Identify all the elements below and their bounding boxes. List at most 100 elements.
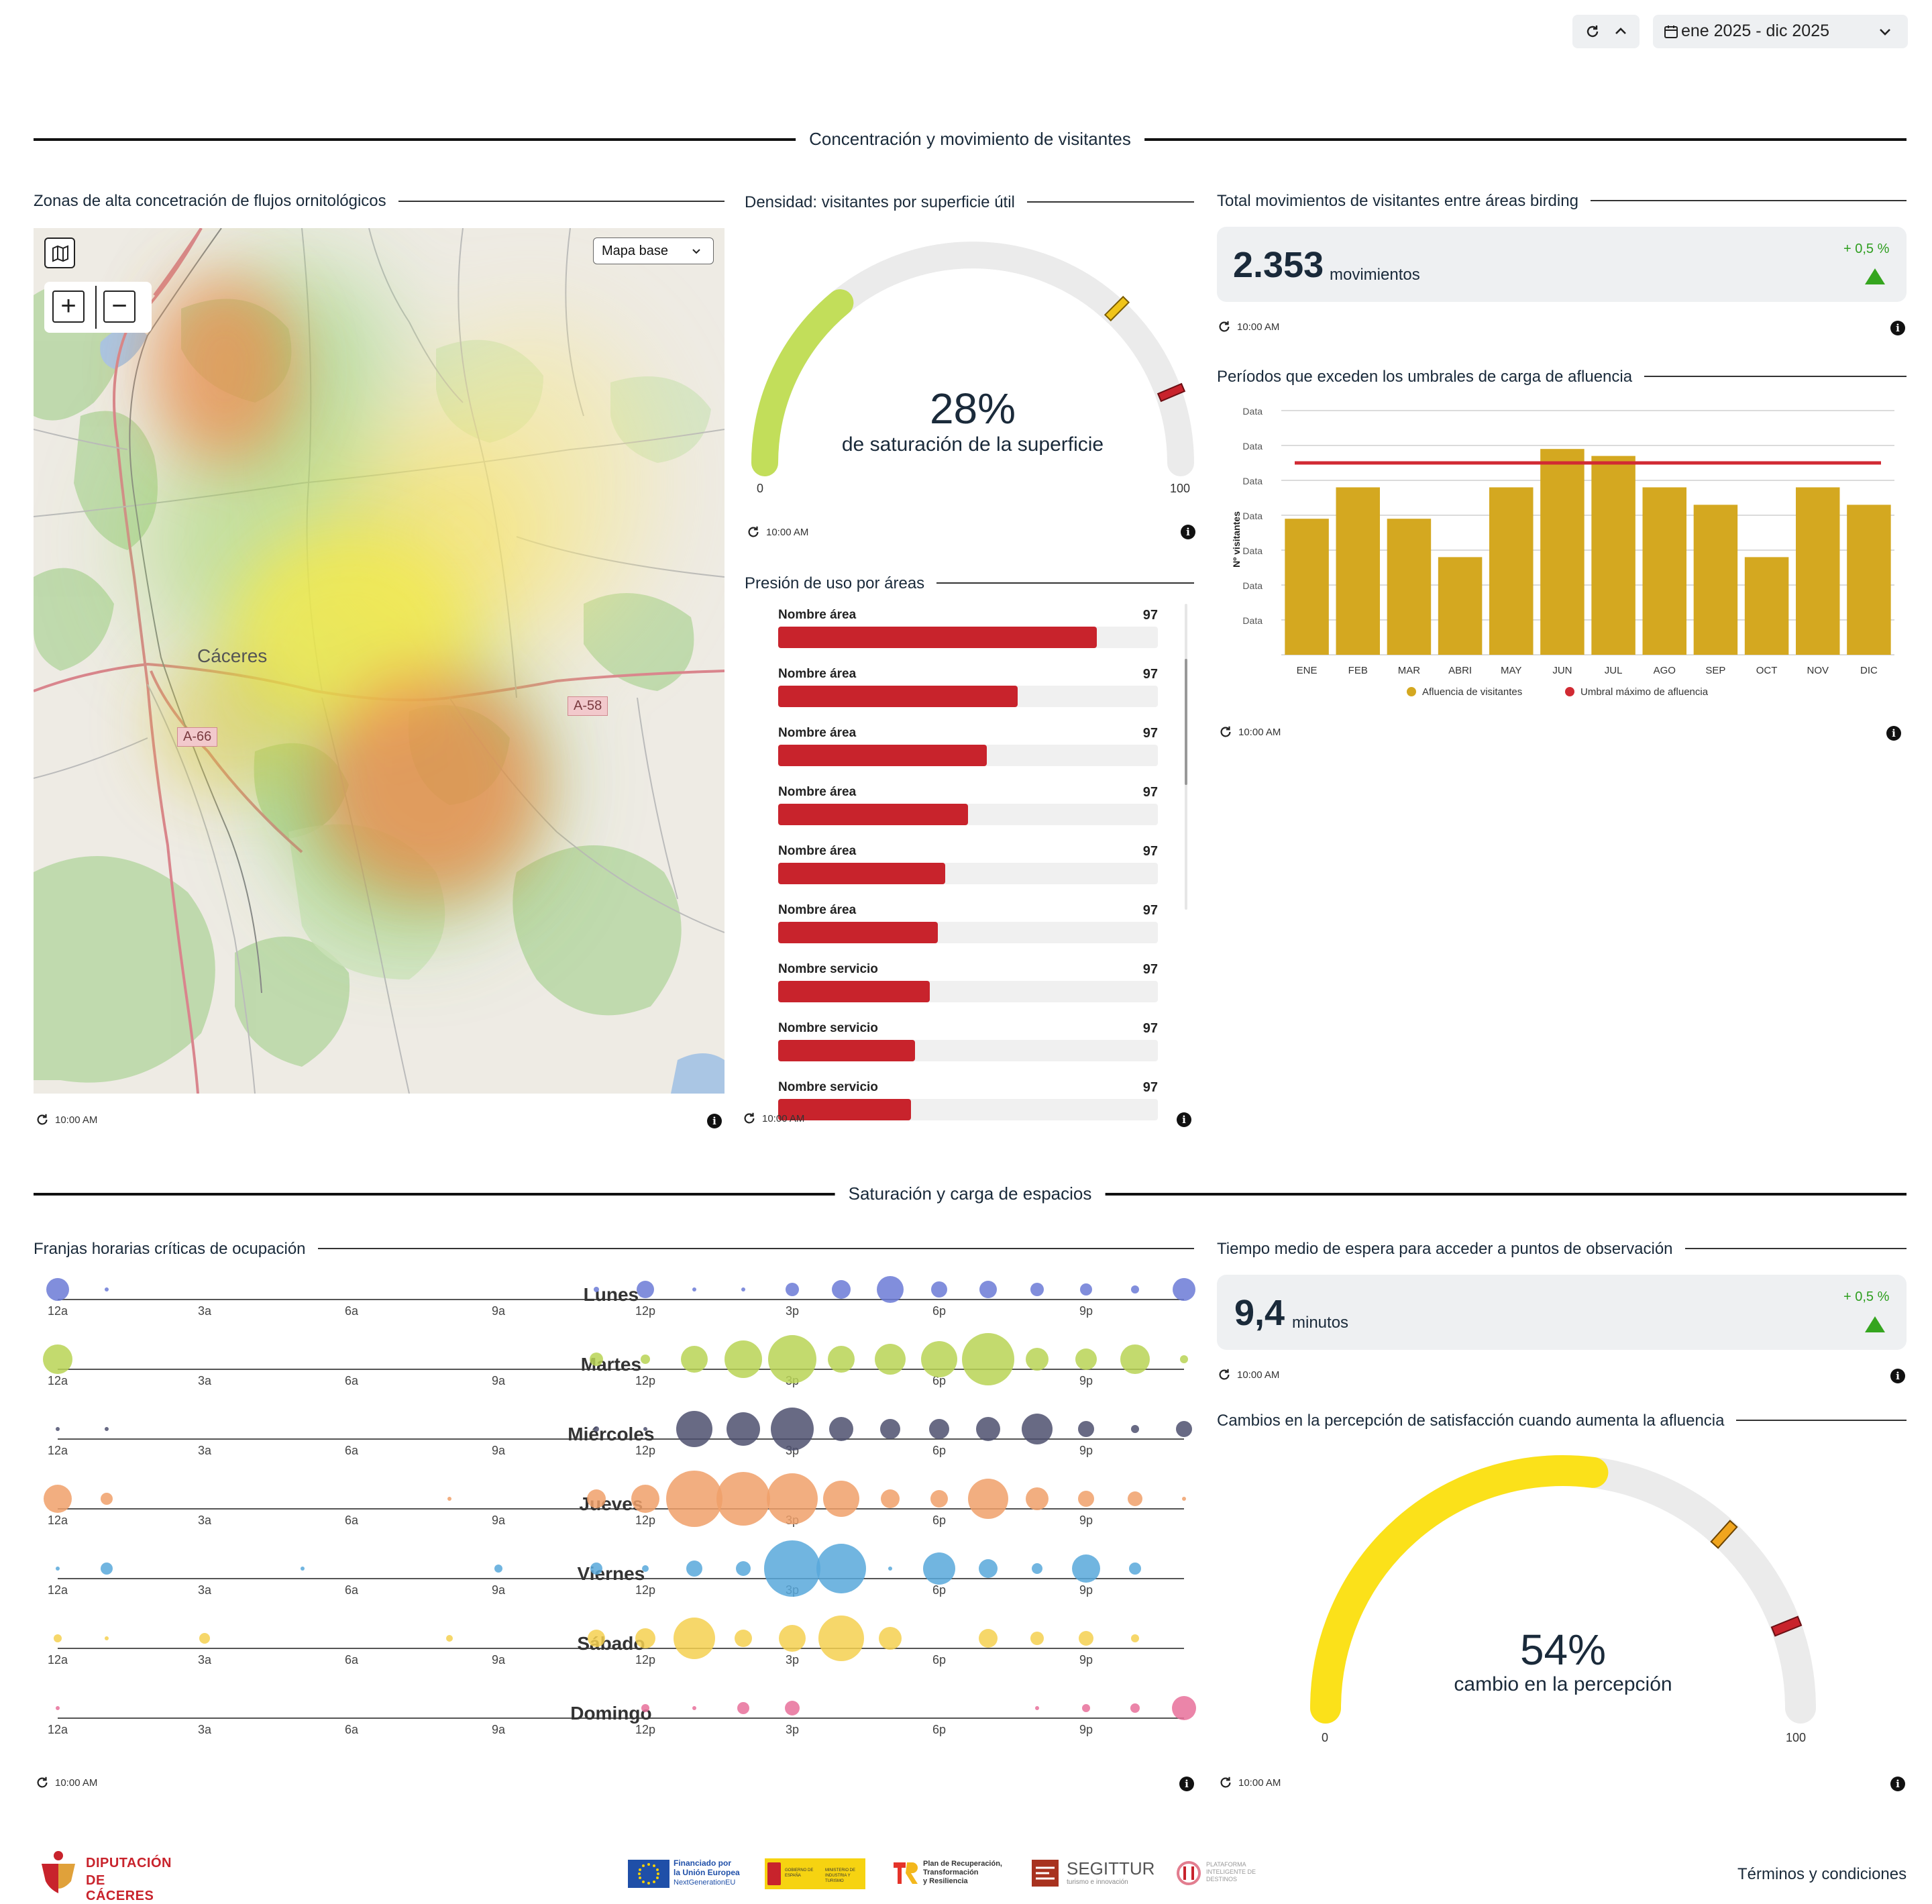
occupancy-bubble[interactable] <box>828 1346 855 1373</box>
occupancy-bubble[interactable] <box>641 1355 650 1364</box>
occupancy-bubble[interactable] <box>962 1333 1014 1385</box>
occupancy-bubble[interactable] <box>888 1567 892 1571</box>
occupancy-bubble[interactable] <box>879 1627 902 1650</box>
occupancy-bubble[interactable] <box>1032 1563 1042 1574</box>
occupancy-bubble[interactable] <box>594 1287 599 1292</box>
occupancy-bubble[interactable] <box>931 1281 947 1298</box>
occupancy-bubble[interactable] <box>1078 1491 1094 1507</box>
info-icon[interactable]: i <box>1890 321 1905 335</box>
occupancy-bubble[interactable] <box>643 1427 647 1431</box>
occupancy-bubble[interactable] <box>1072 1554 1100 1583</box>
basemap-select[interactable]: Mapa base <box>593 237 714 264</box>
occupancy-bubble[interactable] <box>635 1628 655 1648</box>
occupancy-bubble[interactable] <box>727 1412 760 1446</box>
occupancy-bubble[interactable] <box>676 1411 712 1447</box>
occupancy-bubble[interactable] <box>785 1701 800 1715</box>
occupancy-bubble[interactable] <box>692 1706 696 1710</box>
scrollbar-track[interactable] <box>1185 604 1187 910</box>
occupancy-bubble[interactable] <box>737 1702 749 1714</box>
occupancy-bubble[interactable] <box>1082 1704 1090 1712</box>
occupancy-bubble[interactable] <box>681 1346 708 1373</box>
heatmap-map[interactable]: Cáceres A-58 A-66 + − Mapa base <box>34 228 724 1094</box>
occupancy-bubble[interactable] <box>829 1417 853 1441</box>
info-icon[interactable]: i <box>1179 1777 1194 1791</box>
occupancy-bubble[interactable] <box>1128 1491 1142 1506</box>
occupancy-bubble[interactable] <box>105 1427 109 1431</box>
occupancy-bubble[interactable] <box>735 1630 752 1647</box>
occupancy-bubble[interactable] <box>976 1417 1000 1441</box>
occupancy-bubble[interactable] <box>54 1634 62 1642</box>
occupancy-bubble[interactable] <box>779 1625 806 1652</box>
occupancy-bubble[interactable] <box>823 1481 859 1517</box>
occupancy-bubble[interactable] <box>923 1552 955 1585</box>
occupancy-bubble[interactable] <box>637 1281 654 1298</box>
occupancy-bubble[interactable] <box>199 1633 210 1644</box>
occupancy-bubble[interactable] <box>880 1419 900 1439</box>
occupancy-bubble[interactable] <box>724 1340 762 1378</box>
occupancy-bubble[interactable] <box>1182 1497 1186 1501</box>
occupancy-bubble[interactable] <box>1172 1696 1196 1720</box>
occupancy-bubble[interactable] <box>875 1344 906 1375</box>
info-icon[interactable]: i <box>1886 726 1901 741</box>
occupancy-bubble[interactable] <box>46 1278 69 1301</box>
occupancy-bubble[interactable] <box>979 1629 998 1648</box>
map-legend-button[interactable] <box>44 237 75 268</box>
terms-link[interactable]: Términos y condiciones <box>1737 1865 1907 1883</box>
occupancy-bubble[interactable] <box>1180 1355 1188 1363</box>
occupancy-bubble[interactable] <box>494 1565 502 1573</box>
occupancy-bubble[interactable] <box>786 1283 799 1296</box>
occupancy-bubble[interactable] <box>56 1427 60 1431</box>
occupancy-bubble[interactable] <box>447 1497 451 1501</box>
zoom-out-button[interactable]: − <box>103 290 136 323</box>
occupancy-bubble[interactable] <box>1129 1563 1141 1575</box>
occupancy-bubble[interactable] <box>1120 1344 1150 1374</box>
occupancy-bubble[interactable] <box>590 1563 602 1575</box>
occupancy-bubble[interactable] <box>1130 1703 1140 1713</box>
occupancy-bubble[interactable] <box>716 1472 770 1526</box>
occupancy-bubble[interactable] <box>642 1565 649 1572</box>
occupancy-bubble[interactable] <box>816 1544 866 1593</box>
info-icon[interactable]: i <box>707 1114 722 1128</box>
info-icon[interactable]: i <box>1890 1369 1905 1383</box>
scrollbar-thumb[interactable] <box>1185 659 1187 785</box>
info-icon[interactable]: i <box>1177 1112 1191 1127</box>
occupancy-bubble[interactable] <box>674 1618 715 1659</box>
occupancy-bubble[interactable] <box>921 1341 957 1377</box>
date-range-select[interactable]: ene 2025 - dic 2025 <box>1653 15 1908 48</box>
occupancy-bubble[interactable] <box>818 1616 864 1661</box>
occupancy-bubble[interactable] <box>929 1419 949 1439</box>
occupancy-bubble[interactable] <box>877 1276 904 1303</box>
occupancy-bubble[interactable] <box>56 1567 60 1571</box>
occupancy-bubble[interactable] <box>594 1426 599 1432</box>
occupancy-bubble[interactable] <box>1173 1278 1195 1301</box>
occupancy-bubble[interactable] <box>1026 1348 1049 1371</box>
occupancy-bubble[interactable] <box>1075 1348 1097 1370</box>
occupancy-bubble[interactable] <box>631 1485 659 1513</box>
zoom-in-button[interactable]: + <box>52 290 85 323</box>
occupancy-bubble[interactable] <box>1026 1487 1049 1510</box>
occupancy-bubble[interactable] <box>832 1280 851 1299</box>
occupancy-bubble[interactable] <box>666 1471 722 1527</box>
refresh-icon[interactable] <box>1585 23 1601 40</box>
occupancy-bubble[interactable] <box>105 1636 109 1640</box>
occupancy-bubble[interactable] <box>1035 1706 1039 1710</box>
occupancy-bubble[interactable] <box>1030 1283 1044 1296</box>
occupancy-bubble[interactable] <box>771 1408 814 1450</box>
occupancy-bubble[interactable] <box>764 1540 820 1597</box>
pressure-list[interactable]: Nombre área 97 Nombre área 97 Nombre área 97 N… <box>778 604 1194 1120</box>
occupancy-bubble[interactable] <box>301 1567 305 1571</box>
occupancy-bubble[interactable] <box>641 1704 649 1712</box>
occupancy-bubble[interactable] <box>1131 1425 1139 1433</box>
occupancy-bubble[interactable] <box>930 1490 948 1508</box>
occupancy-bubble[interactable] <box>44 1485 72 1513</box>
occupancy-bubble[interactable] <box>768 1335 816 1383</box>
occupancy-bubble[interactable] <box>968 1479 1008 1519</box>
occupancy-bubble[interactable] <box>1176 1421 1192 1437</box>
occupancy-bubble[interactable] <box>1080 1283 1092 1295</box>
occupancy-bubble[interactable] <box>446 1635 453 1642</box>
occupancy-bubble[interactable] <box>1030 1632 1044 1645</box>
occupancy-bubble[interactable] <box>56 1706 60 1710</box>
occupancy-bubble[interactable] <box>1078 1421 1094 1437</box>
occupancy-bubble[interactable] <box>692 1287 696 1291</box>
occupancy-bubble[interactable] <box>979 1559 998 1578</box>
